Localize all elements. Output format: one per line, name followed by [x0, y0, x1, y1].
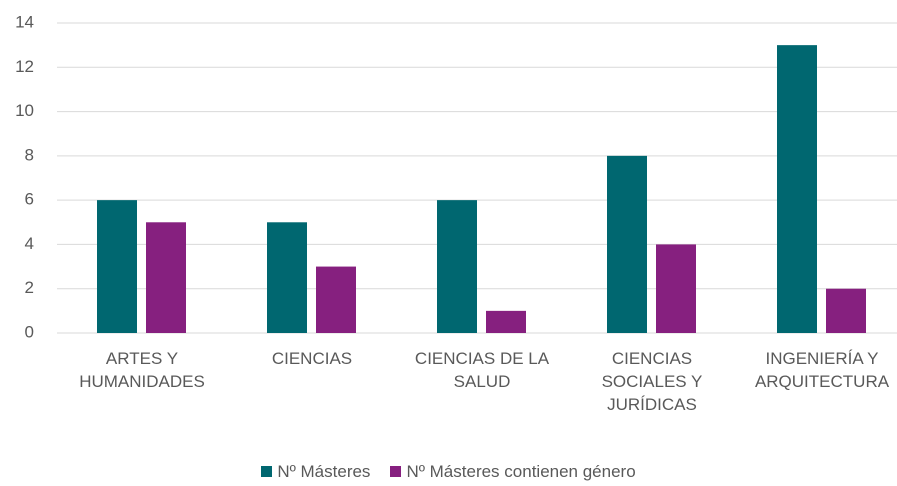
x-tick-label: CIENCIAS SOCIALES Y JURÍDICAS	[601, 349, 703, 414]
bar	[656, 244, 696, 333]
bar	[437, 200, 477, 333]
legend-item: Nº Másteres	[261, 462, 370, 482]
bar	[316, 266, 356, 333]
y-tick-label: 14	[15, 12, 34, 31]
y-tick-label: 12	[15, 57, 34, 76]
bar	[607, 155, 647, 333]
x-tick-label: ARTES Y HUMANIDADES	[79, 349, 205, 391]
legend-item: Nº Másteres contienen género	[390, 462, 636, 482]
legend-label: Nº Másteres	[277, 462, 371, 481]
y-tick-label: 6	[25, 190, 34, 209]
x-tick-label: CIENCIAS	[271, 349, 353, 368]
y-tick-label: 2	[25, 278, 34, 297]
bar	[146, 222, 186, 333]
y-tick-label: 8	[25, 145, 34, 164]
legend-label: Nº Másteres contienen género	[406, 462, 636, 481]
legend-swatch	[390, 466, 402, 477]
y-tick-label: 0	[25, 322, 34, 341]
legend: Nº Másteres Nº Másteres contienen género	[0, 462, 897, 482]
bar	[826, 288, 866, 333]
bar	[267, 222, 307, 333]
x-tick-label: INGENIERÍA Y ARQUITECTURA	[754, 349, 890, 391]
bar	[777, 45, 817, 334]
bar	[486, 310, 526, 333]
x-tick-label: CIENCIAS DE LA SALUD	[414, 349, 550, 391]
legend-swatch	[261, 466, 273, 477]
y-tick-label: 10	[15, 101, 34, 120]
y-tick-label: 4	[25, 234, 34, 253]
bar	[97, 200, 137, 333]
